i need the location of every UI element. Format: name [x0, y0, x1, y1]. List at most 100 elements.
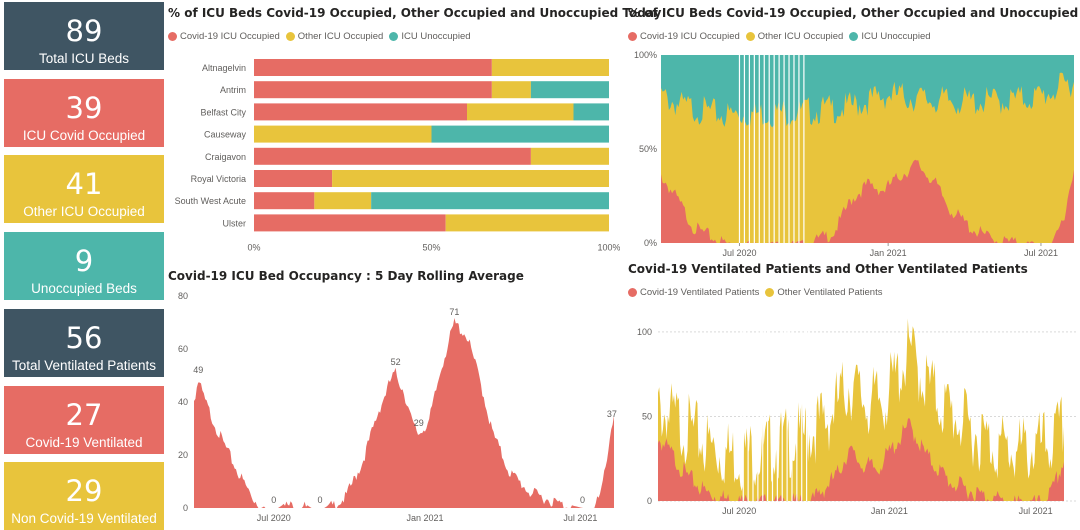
kpi-card-other-icu-occupied[interactable]: 41 Other ICU Occupied — [4, 155, 164, 223]
data-label: 52 — [391, 357, 401, 367]
y-tick-label: 20 — [178, 450, 188, 460]
y-tick-label: 0 — [183, 503, 188, 513]
category-label: Antrim — [220, 85, 246, 95]
legend-label: ICU Unoccupied — [401, 31, 471, 42]
legend-dot-icon — [285, 32, 295, 41]
data-label: 49 — [193, 365, 203, 375]
kpi-label: Unoccupied Beds — [31, 281, 137, 296]
legend-dot-icon — [765, 288, 775, 297]
x-tick-label: Jul 2020 — [722, 248, 756, 258]
bar-segment — [467, 103, 574, 121]
area-covid-ventilated — [658, 417, 1064, 501]
kpi-label: Non Covid-19 Ventilated — [11, 511, 157, 526]
bar-segment — [254, 81, 492, 99]
x-tick-label: 100% — [597, 243, 620, 253]
bar-segment — [254, 192, 315, 210]
category-label: Belfast City — [200, 107, 246, 117]
legend-label: Covid-19 ICU Occupied — [180, 31, 280, 42]
x-tick-label: Jul 2021 — [563, 513, 597, 523]
area-covid-occupancy — [194, 318, 614, 508]
legend-dot-icon — [745, 32, 755, 41]
chart-title-icu-today: % of ICU Beds Covid-19 Occupied, Other O… — [168, 6, 662, 20]
legend-item-unoccupied[interactable]: ICU Unoccupied — [389, 31, 471, 42]
legend-label: Other Ventilated Patients — [777, 287, 883, 298]
kpi-value: 41 — [65, 167, 103, 201]
y-tick-label: 100% — [634, 50, 657, 60]
legend-item-other[interactable]: Other ICU Occupied — [285, 31, 384, 42]
kpi-value: 89 — [65, 14, 103, 48]
kpi-label: Total ICU Beds — [38, 51, 130, 66]
data-label: 0 — [580, 495, 585, 505]
x-tick-label: 0% — [247, 243, 260, 253]
legend-label: Other ICU Occupied — [757, 31, 844, 42]
y-tick-label: 80 — [178, 291, 188, 301]
data-label: 37 — [607, 409, 617, 419]
legend-ventilated: Covid-19 Ventilated Patients Other Venti… — [628, 287, 888, 298]
bar-segment — [254, 103, 467, 121]
legend-item-covid[interactable]: Covid-19 ICU Occupied — [628, 31, 740, 42]
kpi-card-unoccupied-beds[interactable]: 9 Unoccupied Beds — [4, 232, 164, 300]
y-tick-label: 100 — [637, 327, 652, 337]
chart-title-ventilated: Covid-19 Ventilated Patients and Other V… — [628, 262, 1028, 276]
legend-label: Other ICU Occupied — [297, 31, 384, 42]
bar-segment — [332, 170, 609, 187]
bar-segment — [314, 192, 372, 210]
x-tick-label: Jan 2021 — [406, 513, 443, 523]
kpi-card-total-ventilated[interactable]: 56 Total Ventilated Patients — [4, 309, 164, 377]
y-tick-label: 0% — [644, 238, 657, 248]
category-label: Craigavon — [205, 152, 246, 162]
chart-rolling-average: 0 20 40 60 80 49 0 0 52 29 71 0 37 Jul 2020 Jan 2021 Ju… — [178, 291, 617, 523]
x-tick-label: Jul 2020 — [722, 506, 756, 516]
kpi-card-non-covid-ventilated[interactable]: 29 Non Covid-19 Ventilated — [4, 462, 164, 530]
category-label: South West Acute — [175, 196, 246, 206]
legend-icu-history: Covid-19 ICU Occupied Other ICU Occupied… — [628, 31, 937, 42]
data-label: 29 — [414, 418, 424, 428]
x-tick-label: Jan 2021 — [871, 506, 908, 516]
x-tick-label: Jul 2021 — [1019, 506, 1053, 516]
data-label: 0 — [317, 495, 322, 505]
bar-segment — [254, 170, 333, 187]
x-tick-label: Jul 2020 — [257, 513, 291, 523]
kpi-card-covid-ventilated[interactable]: 27 Covid-19 Ventilated — [4, 386, 164, 454]
bar-segment — [491, 81, 531, 99]
legend-label: ICU Unoccupied — [861, 31, 931, 42]
category-label: Causeway — [204, 130, 247, 140]
kpi-label: Total Ventilated Patients — [11, 358, 157, 373]
chart-icu-today: Altnagelvin Antrim Belfast City Causeway Cra… — [175, 59, 620, 253]
kpi-value: 39 — [65, 91, 103, 125]
kpi-value: 56 — [65, 321, 103, 355]
legend-item-unoccupied[interactable]: ICU Unoccupied — [849, 31, 931, 42]
category-label: Ulster — [222, 218, 246, 228]
kpi-card-total-icu-beds[interactable]: 89 Total ICU Beds — [4, 2, 164, 70]
bar-segment — [431, 125, 609, 143]
kpi-card-icu-covid-occupied[interactable]: 39 ICU Covid Occupied — [4, 79, 164, 147]
bar-segment — [530, 81, 609, 99]
x-tick-label: Jan 2021 — [870, 248, 907, 258]
y-tick-label: 60 — [178, 344, 188, 354]
area-covid — [661, 159, 1074, 243]
legend-item-covid-ventilated[interactable]: Covid-19 Ventilated Patients — [628, 287, 759, 298]
legend-label: Covid-19 ICU Occupied — [640, 31, 740, 42]
chart-icu-history: 0% 50% 100% Jul 2020 Jan 2021 Jul 2021 — [634, 50, 1074, 258]
x-tick-label: Jul 2021 — [1024, 248, 1058, 258]
bar-segment — [254, 214, 446, 232]
y-tick-label: 50 — [642, 411, 652, 421]
legend-dot-icon — [389, 32, 399, 41]
kpi-value: 29 — [65, 474, 103, 508]
chart-title-icu-history: % of ICU Beds Covid-19 Occupied, Other O… — [628, 6, 1079, 20]
data-label: 0 — [271, 495, 276, 505]
bar-segment — [573, 103, 609, 121]
chart-title-rolling-average: Covid-19 ICU Bed Occupancy : 5 Day Rolli… — [168, 269, 524, 283]
kpi-value: 27 — [65, 398, 103, 432]
bar-segment — [491, 59, 609, 76]
legend-item-covid[interactable]: Covid-19 ICU Occupied — [168, 31, 280, 42]
legend-item-other-ventilated[interactable]: Other Ventilated Patients — [765, 287, 882, 298]
x-tick-label: 50% — [422, 243, 440, 253]
legend-icu-today: Covid-19 ICU Occupied Other ICU Occupied… — [168, 31, 477, 42]
category-label: Altnagelvin — [202, 63, 246, 73]
bar-segment — [371, 192, 609, 210]
legend-item-other[interactable]: Other ICU Occupied — [745, 31, 844, 42]
data-label: 71 — [449, 307, 459, 317]
bar-segment — [254, 147, 531, 165]
legend-label: Covid-19 Ventilated Patients — [640, 287, 760, 298]
